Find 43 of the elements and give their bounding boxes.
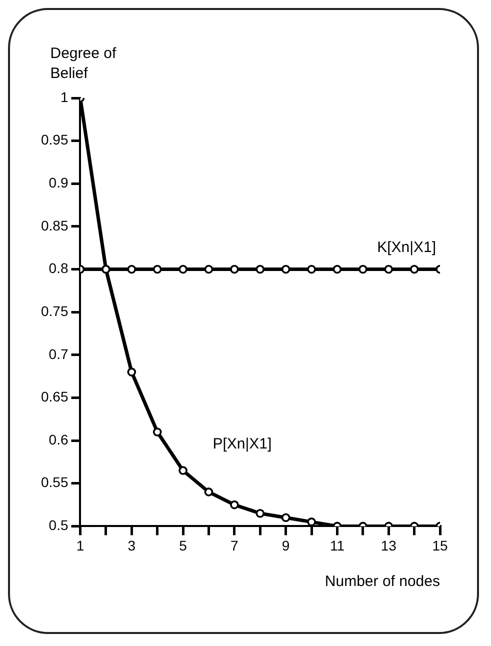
x-tick-label: 11 bbox=[329, 537, 344, 554]
y-tick-label: 0.8 bbox=[48, 260, 68, 276]
y-tick-label: 0.7 bbox=[48, 346, 68, 362]
x-axis-title: Number of nodes bbox=[324, 572, 440, 590]
point bbox=[358, 264, 367, 274]
point bbox=[255, 264, 264, 274]
point bbox=[306, 264, 316, 274]
point bbox=[230, 500, 238, 510]
x-tick-label: 13 bbox=[380, 537, 396, 554]
x-tick-label: 5 bbox=[178, 537, 187, 554]
x-tick-label: 1 bbox=[76, 537, 84, 554]
point bbox=[204, 264, 213, 274]
y-tick-label: 0.5 bbox=[48, 517, 68, 534]
rounded-frame: 1 3 5 7 9 11 13 15 0.5 0.55 0.6 0.65 0.7 0.75 0.8 0.85 0.9 0.95 1 K[Xn|X1] P[Xn|X1] Degree of Belief Number of nodes bbox=[8, 8, 479, 634]
point bbox=[230, 264, 238, 274]
y-tick-label: 0.65 bbox=[40, 388, 68, 405]
point bbox=[178, 466, 187, 475]
y-tick-label: 0.95 bbox=[40, 132, 68, 148]
y-axis-title: Degree of Belief bbox=[50, 45, 116, 82]
point bbox=[152, 428, 162, 436]
series-label: K[Xn|X1] bbox=[376, 238, 436, 256]
x-tick-label: 3 bbox=[127, 537, 136, 554]
point bbox=[332, 264, 342, 274]
x-tick-label: 7 bbox=[230, 537, 238, 554]
point bbox=[255, 508, 264, 518]
point bbox=[126, 368, 136, 376]
point bbox=[126, 264, 136, 274]
point bbox=[409, 264, 418, 274]
y-tick-label: 1 bbox=[60, 88, 68, 105]
point bbox=[384, 264, 393, 274]
y-tick-label: 0.75 bbox=[40, 302, 68, 319]
x-tick-label: 15 bbox=[432, 537, 448, 554]
y-tick-label: 0.6 bbox=[48, 431, 68, 448]
y-tick-label: 0.55 bbox=[40, 474, 68, 490]
y-tick-label: 0.9 bbox=[48, 174, 68, 190]
y-tick-label: 0.85 bbox=[40, 217, 68, 234]
point bbox=[178, 264, 187, 274]
x-tick-label: 9 bbox=[281, 537, 290, 554]
point bbox=[280, 513, 290, 522]
point bbox=[280, 264, 290, 274]
point bbox=[204, 488, 213, 496]
text: P[Xn|X1] bbox=[212, 436, 272, 453]
point bbox=[152, 264, 162, 274]
